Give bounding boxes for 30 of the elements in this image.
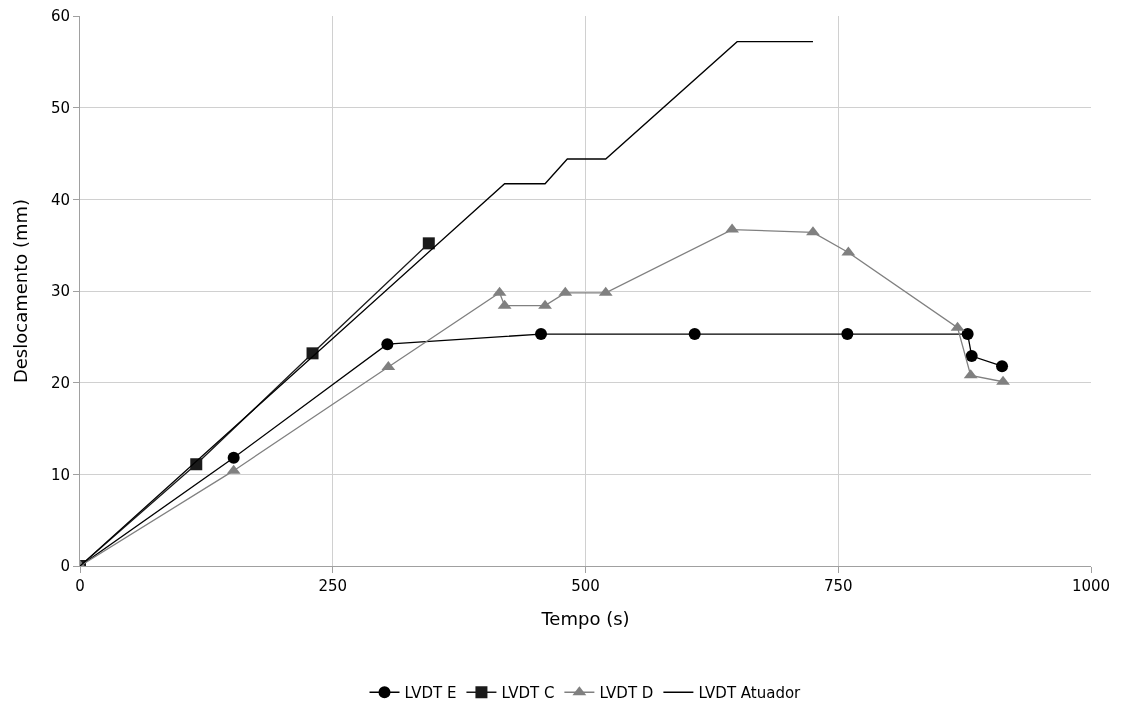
legend-label: LVDT E xyxy=(404,684,457,703)
x-tick-label: 500 xyxy=(571,577,600,595)
point xyxy=(227,451,240,464)
point xyxy=(688,328,701,341)
y-axis-title: Deslocamento (mm) xyxy=(10,198,32,384)
y-tick-label: 30 xyxy=(50,282,70,301)
point xyxy=(996,375,1010,385)
legend-label: LVDT D xyxy=(599,684,654,703)
point xyxy=(965,350,978,363)
point xyxy=(535,328,548,341)
legend-label: LVDT C xyxy=(501,684,555,703)
y-tick-label: 20 xyxy=(50,373,70,392)
y-tick-label: 40 xyxy=(50,190,70,209)
x-axis-title: Tempo (s) xyxy=(540,608,630,630)
point xyxy=(381,338,394,351)
point xyxy=(538,299,552,309)
x-tick-label: 250 xyxy=(318,577,348,595)
y-tick-label: 10 xyxy=(50,465,70,484)
legend-label: LVDT Atuador xyxy=(698,684,802,703)
x-tick-label: 1000 xyxy=(1071,577,1111,595)
x-tick-label: 0 xyxy=(75,577,85,595)
point xyxy=(422,237,435,250)
x-tick-label: 750 xyxy=(823,577,853,595)
y-tick-label: 60 xyxy=(50,7,70,26)
point xyxy=(841,328,854,341)
point xyxy=(961,328,974,341)
y-tick-label: 0 xyxy=(60,557,70,576)
point xyxy=(996,360,1009,373)
point xyxy=(806,226,820,236)
y-tick-label: 50 xyxy=(50,98,70,117)
